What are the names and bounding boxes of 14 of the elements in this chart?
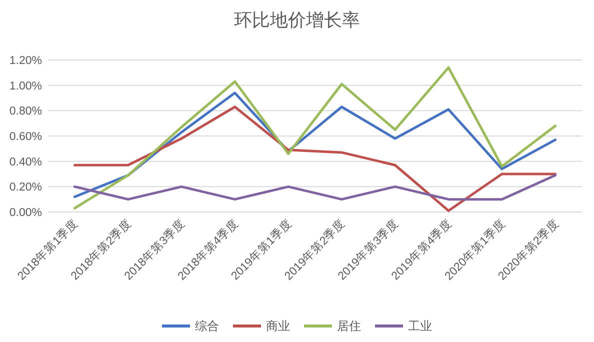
line-series xyxy=(73,66,557,210)
y-tick-label: 0.00% xyxy=(9,207,42,219)
y-tick-label: 0.20% xyxy=(9,182,42,194)
chart-title: 环比地价增长率 xyxy=(234,10,360,30)
y-tick-label: 1.00% xyxy=(9,80,42,92)
y-tick-label: 0.80% xyxy=(9,106,42,118)
y-tick-label: 0.40% xyxy=(9,156,42,168)
y-tick-label: 0.60% xyxy=(9,131,42,143)
legend-label: 居住 xyxy=(337,319,361,333)
line-series xyxy=(73,106,557,212)
legend-label: 工业 xyxy=(408,319,432,333)
legend-label: 商业 xyxy=(266,319,290,333)
y-tick-label: 1.20% xyxy=(9,55,42,67)
legend-label: 综合 xyxy=(195,319,219,333)
